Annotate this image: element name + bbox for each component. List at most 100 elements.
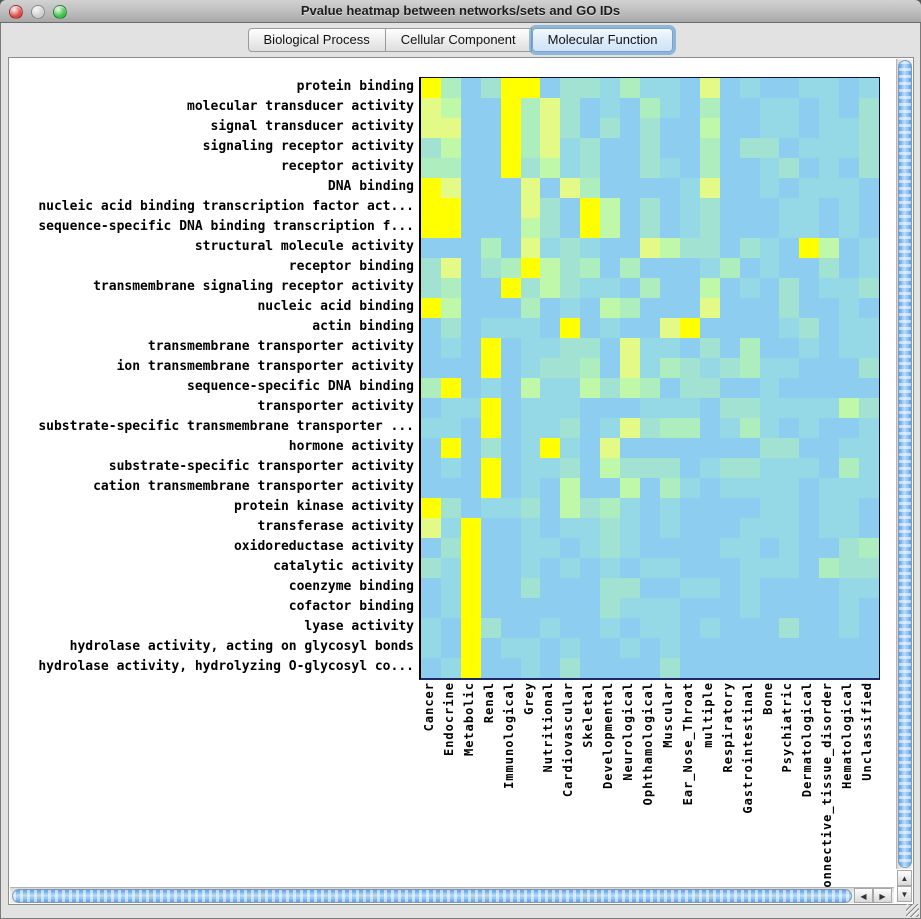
heatmap-cell xyxy=(460,398,481,418)
heatmap-cell xyxy=(600,578,621,598)
heatmap-cell xyxy=(839,638,860,658)
heatmap-cell xyxy=(819,538,840,558)
heatmap-cell xyxy=(500,578,521,598)
tab-cellular-component[interactable]: Cellular Component xyxy=(385,27,532,52)
heatmap-cell xyxy=(699,378,720,398)
heatmap-cell xyxy=(580,318,601,338)
heatmap-cell xyxy=(480,158,501,178)
heatmap-cell xyxy=(659,498,680,518)
zoom-button[interactable] xyxy=(53,5,67,19)
scroll-right-button[interactable]: ▶ xyxy=(873,888,892,903)
heatmap-cell xyxy=(480,578,501,598)
heatmap-cell xyxy=(421,98,441,118)
heatmap-cell xyxy=(859,78,879,98)
heatmap-cell xyxy=(679,338,700,358)
heatmap-cell xyxy=(600,498,621,518)
heatmap-cell xyxy=(600,218,621,238)
heatmap-cell xyxy=(739,158,760,178)
row-label: hydrolase activity, hydrolyzing O-glycos… xyxy=(38,659,414,674)
heatmap-cell xyxy=(440,558,461,578)
heatmap-cell xyxy=(440,518,461,538)
heatmap-cell xyxy=(500,538,521,558)
heatmap-cell xyxy=(699,478,720,498)
heatmap-cell xyxy=(640,638,660,658)
tab-molecular-function[interactable]: Molecular Function xyxy=(531,27,674,52)
heatmap-cell xyxy=(480,78,501,98)
heatmap-cell xyxy=(460,278,481,298)
heatmap-cell xyxy=(520,638,541,658)
row-label: receptor binding xyxy=(288,259,414,274)
heatmap-cell xyxy=(859,318,879,338)
heatmap-cell xyxy=(679,478,700,498)
heatmap-cell xyxy=(759,598,780,618)
heatmap-cell xyxy=(719,378,740,398)
heatmap-cell xyxy=(799,418,820,438)
scroll-down-button[interactable]: ▼ xyxy=(897,886,912,902)
heatmap-cell xyxy=(500,378,521,398)
heatmap-cell xyxy=(699,398,720,418)
heatmap-cell xyxy=(500,598,521,618)
scroll-left-button[interactable]: ◀ xyxy=(854,888,873,903)
heatmap-cell xyxy=(500,178,521,198)
minimize-button[interactable] xyxy=(31,5,45,19)
heatmap-cell xyxy=(759,498,780,518)
heatmap-cell xyxy=(520,438,541,458)
heatmap-cell xyxy=(759,478,780,498)
vertical-scrollbar-thumb[interactable] xyxy=(898,60,912,868)
heatmap-cell xyxy=(719,458,740,478)
heatmap-cell xyxy=(580,658,601,678)
heatmap-cell xyxy=(759,98,780,118)
heatmap-cell xyxy=(719,78,740,98)
heatmap-cell xyxy=(440,178,461,198)
heatmap-cell xyxy=(480,398,501,418)
heatmap-cell xyxy=(839,118,860,138)
heatmap-cell xyxy=(560,118,581,138)
column-label: Nutritional xyxy=(541,682,556,773)
heatmap-cell xyxy=(859,158,879,178)
heatmap-cell xyxy=(719,578,740,598)
heatmap-cell xyxy=(839,358,860,378)
heatmap-cell xyxy=(779,578,800,598)
heatmap-cell xyxy=(799,538,820,558)
heatmap-cell xyxy=(440,378,461,398)
heatmap-cell xyxy=(421,538,441,558)
heatmap-cell xyxy=(460,118,481,138)
row-label: substrate-specific transporter activity xyxy=(108,459,414,474)
heatmap-cell xyxy=(540,198,561,218)
heatmap-cell xyxy=(460,438,481,458)
heatmap-cell xyxy=(819,518,840,538)
horizontal-scrollbar[interactable] xyxy=(10,887,894,903)
horizontal-scrollbar-thumb[interactable] xyxy=(12,889,852,903)
heatmap-cell xyxy=(560,258,581,278)
heatmap-cell xyxy=(480,178,501,198)
heatmap-cell xyxy=(480,318,501,338)
heatmap-cell xyxy=(699,318,720,338)
close-button[interactable] xyxy=(9,5,23,19)
heatmap-cell xyxy=(560,318,581,338)
heatmap-cell xyxy=(679,78,700,98)
heatmap-cell xyxy=(719,658,740,678)
heatmap-cell xyxy=(719,338,740,358)
heatmap-cell xyxy=(460,518,481,538)
heatmap-cell xyxy=(719,638,740,658)
scroll-up-button[interactable]: ▲ xyxy=(897,870,912,886)
heatmap-cell xyxy=(640,438,660,458)
heatmap-cell xyxy=(819,658,840,678)
tab-biological-process[interactable]: Biological Process xyxy=(247,27,386,52)
heatmap-cell xyxy=(819,478,840,498)
heatmap-cell xyxy=(580,538,601,558)
heatmap-cell xyxy=(719,518,740,538)
heatmap-cell xyxy=(600,478,621,498)
vertical-scrollbar[interactable] xyxy=(896,59,912,869)
heatmap-cell xyxy=(600,318,621,338)
heatmap-cell xyxy=(600,638,621,658)
heatmap-cell xyxy=(440,398,461,418)
heatmap-cell xyxy=(560,638,581,658)
heatmap-cell xyxy=(839,338,860,358)
title-bar[interactable]: Pvalue heatmap between networks/sets and… xyxy=(0,0,921,23)
heatmap-cell xyxy=(421,558,441,578)
heatmap-cell xyxy=(620,518,641,538)
heatmap-cell xyxy=(659,118,680,138)
heatmap-cell xyxy=(620,358,641,378)
resize-grip[interactable] xyxy=(906,904,919,917)
